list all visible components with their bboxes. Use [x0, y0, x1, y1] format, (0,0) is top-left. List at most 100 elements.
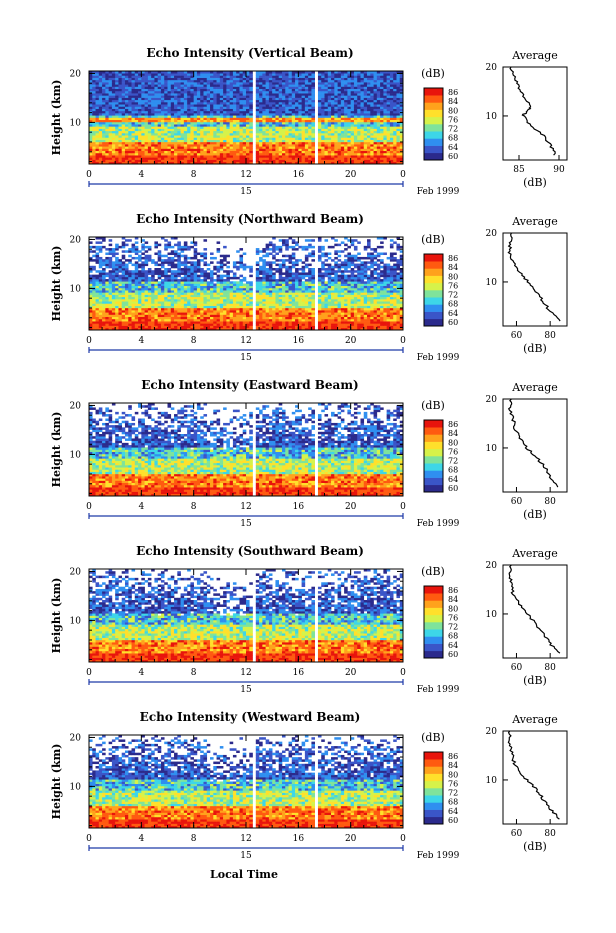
heatmap-cell: [171, 131, 175, 134]
heatmap-cell: [256, 153, 260, 156]
heatmap-cell: [338, 157, 342, 160]
heatmap-cell: [96, 126, 100, 129]
heatmap-cell: [135, 126, 139, 129]
heatmap-cell: [298, 137, 302, 140]
heatmap-cell: [305, 153, 309, 156]
heatmap-cell: [249, 87, 253, 90]
heatmap-cell: [174, 133, 178, 136]
heatmap-cell: [115, 115, 119, 118]
heatmap-cell: [393, 95, 397, 98]
heatmap-cell: [197, 137, 201, 140]
heatmap-cell: [249, 115, 253, 118]
heatmap-cell: [135, 100, 139, 103]
heatmap-cell: [174, 153, 178, 156]
heatmap-cell: [360, 89, 364, 92]
heatmap-cell: [377, 106, 381, 109]
heatmap-cell: [171, 153, 175, 156]
heatmap-cell: [328, 87, 332, 90]
heatmap-cell: [112, 93, 116, 96]
heatmap-cell: [370, 149, 374, 152]
heatmap-cell: [96, 118, 100, 121]
heatmap-cell: [380, 115, 384, 118]
heatmap-cell: [99, 109, 103, 112]
heatmap-cell: [295, 93, 299, 96]
heatmap-cell: [269, 115, 273, 118]
heatmap-cell: [151, 122, 155, 125]
heatmap-cell: [393, 113, 397, 116]
heatmap-cell: [360, 124, 364, 127]
heatmap-cell: [311, 137, 315, 140]
heatmap-cell: [138, 149, 142, 152]
heatmap-cell: [269, 118, 273, 121]
heatmap-cell: [161, 129, 165, 132]
heatmap-cell: [148, 126, 152, 129]
heatmap-cell: [243, 135, 247, 138]
heatmap-cell: [220, 146, 224, 149]
heatmap-cell: [351, 153, 355, 156]
heatmap-cell: [200, 140, 204, 143]
heatmap-cell: [118, 153, 122, 156]
heatmap-cell: [217, 140, 221, 143]
heatmap-cell: [213, 118, 217, 121]
heatmap-cell: [122, 109, 126, 112]
heatmap-cell: [282, 111, 286, 114]
heatmap-cell: [105, 129, 109, 132]
heatmap-cell: [318, 93, 322, 96]
heatmap-cell: [328, 133, 332, 136]
heatmap-cell: [161, 135, 165, 138]
heatmap-cell: [387, 120, 391, 123]
heatmap-cell: [249, 133, 253, 136]
heatmap-cell: [102, 155, 106, 158]
heatmap-cell: [328, 113, 332, 116]
heatmap-cell: [102, 115, 106, 118]
heatmap-cell: [354, 89, 358, 92]
heatmap-cell: [311, 151, 315, 154]
heatmap-cell: [118, 120, 122, 123]
heatmap-cell: [115, 113, 119, 116]
heatmap-cell: [190, 135, 194, 138]
heatmap-cell: [243, 122, 247, 125]
heatmap-cell: [347, 100, 351, 103]
heatmap-cell: [99, 100, 103, 103]
heatmap-cell: [190, 137, 194, 140]
heatmap-cell: [207, 142, 211, 145]
heatmap-cell: [158, 98, 162, 101]
heatmap-cell: [230, 100, 234, 103]
heatmap-cell: [243, 151, 247, 154]
heatmap-cell: [217, 118, 221, 121]
heatmap-cell: [266, 91, 270, 94]
heatmap-cell: [213, 137, 217, 140]
heatmap-cell: [207, 115, 211, 118]
heatmap-cell: [364, 153, 368, 156]
heatmap-cell: [305, 91, 309, 94]
heatmap-cell: [109, 84, 113, 87]
heatmap-cell: [168, 135, 172, 138]
heatmap-cell: [99, 115, 103, 118]
heatmap-cell: [308, 91, 312, 94]
heatmap-cell: [92, 91, 96, 94]
heatmap-cell: [393, 118, 397, 121]
heatmap-cell: [272, 157, 276, 160]
heatmap-cell: [311, 126, 315, 129]
heatmap-cell: [246, 89, 250, 92]
heatmap-cell: [109, 133, 113, 136]
heatmap-cell: [344, 115, 348, 118]
heatmap-cell: [279, 111, 283, 114]
heatmap-cell: [96, 153, 100, 156]
heatmap-cell: [213, 146, 217, 149]
heatmap-cell: [298, 144, 302, 147]
heatmap-cell: [145, 84, 149, 87]
heatmap-cell: [194, 144, 198, 147]
heatmap-cell: [285, 118, 289, 121]
heatmap-cell: [341, 89, 345, 92]
heatmap-cell: [331, 149, 335, 152]
heatmap-cell: [282, 109, 286, 112]
heatmap-cell: [259, 118, 263, 121]
heatmap-cell: [135, 93, 139, 96]
heatmap-cell: [223, 102, 227, 105]
heatmap-cell: [298, 106, 302, 109]
heatmap-cell: [220, 115, 224, 118]
heatmap-cell: [351, 126, 355, 129]
heatmap-cell: [223, 133, 227, 136]
heatmap-cell: [367, 95, 371, 98]
